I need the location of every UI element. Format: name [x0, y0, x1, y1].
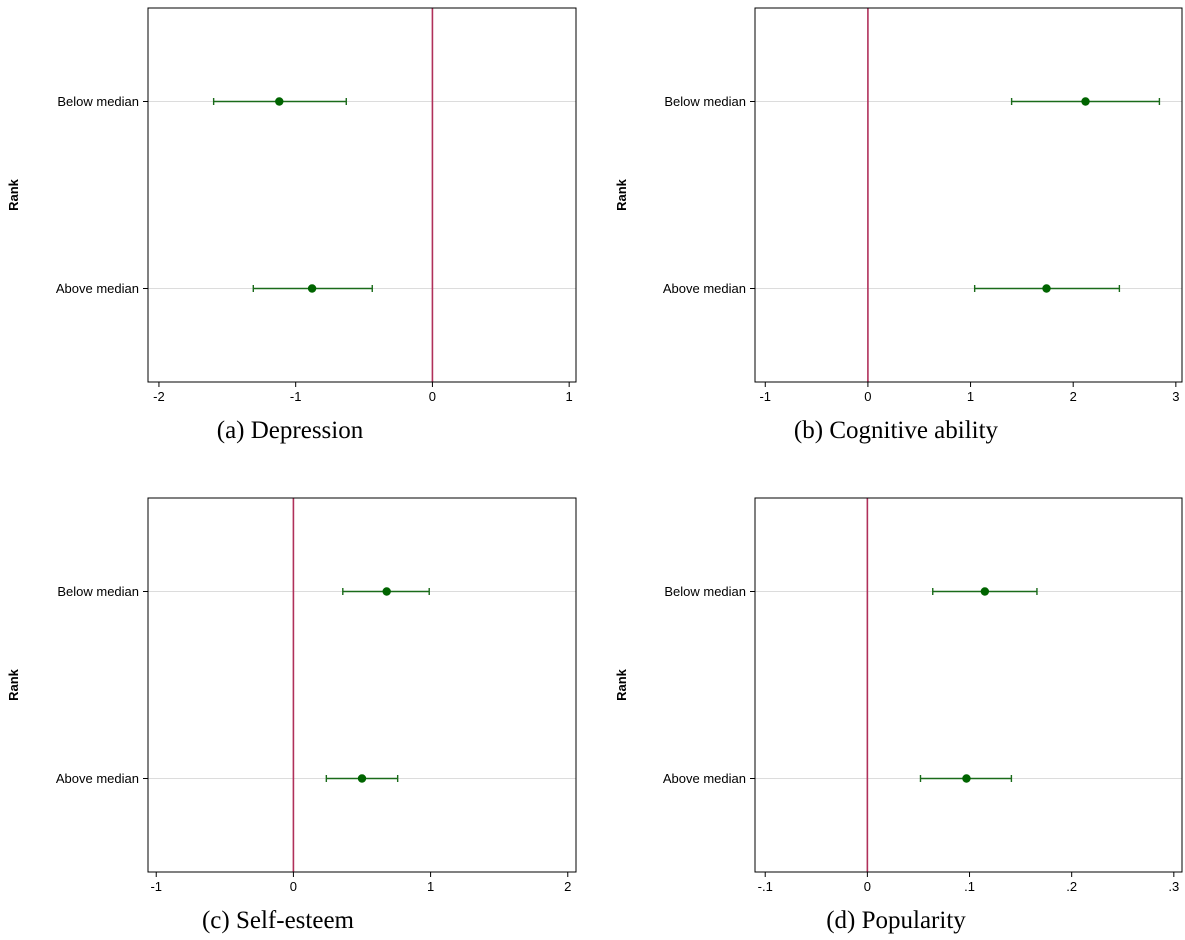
panel-1: Below median Above median -2 -1 0 1 Rank (a) De…: [6, 7, 577, 444]
y-category-label: Above median: [663, 281, 746, 296]
x-tick-label: 1: [967, 389, 974, 404]
x-tick-label: 0: [864, 879, 871, 894]
x-tick-label: 2: [1070, 389, 1077, 404]
panel-caption: (a) Depression: [217, 417, 364, 444]
panel-caption: (c) Self-esteem: [202, 907, 355, 934]
x-tick-label: 2: [564, 879, 571, 894]
point-estimate: [1042, 284, 1051, 293]
y-axis-title: Rank: [6, 668, 21, 701]
point-estimate: [980, 587, 990, 596]
panel-3: Below median Above median -1 0 1 2 Rank (c) Sel…: [6, 497, 577, 934]
x-tick-label: .2: [1066, 879, 1077, 894]
point-estimate: [1081, 97, 1090, 106]
x-tick-label: -2: [153, 389, 165, 404]
y-category-label: Below median: [664, 584, 746, 599]
point-estimate: [275, 97, 284, 106]
point-estimate: [382, 587, 391, 596]
panel-caption: (b) Cognitive ability: [794, 417, 999, 444]
point-estimate: [307, 284, 317, 293]
y-category-label: Below median: [57, 94, 139, 109]
y-category-label: Above median: [56, 281, 139, 296]
y-axis-title: Rank: [6, 178, 21, 211]
panel-caption: (d) Popularity: [826, 907, 966, 934]
y-axis-title: Rank: [614, 668, 629, 701]
plot-frame: [147, 7, 577, 383]
plot-frame: [147, 497, 577, 873]
y-category-label: Below median: [664, 94, 746, 109]
x-tick-label: 0: [864, 389, 871, 404]
y-category-label: Above median: [663, 771, 746, 786]
plot-frame: [754, 497, 1183, 873]
x-tick-label: -.1: [758, 879, 773, 894]
y-category-label: Above median: [56, 771, 139, 786]
x-tick-label: 1: [427, 879, 434, 894]
x-tick-label: -1: [150, 879, 162, 894]
plot-frame: [754, 7, 1183, 383]
x-tick-label: 1: [566, 389, 573, 404]
panel-4: Below median Above median -.1 0 .1 .2 .3 Rank (d…: [614, 497, 1183, 934]
x-tick-label: .1: [964, 879, 975, 894]
x-tick-label: 0: [290, 879, 297, 894]
y-category-label: Below median: [57, 584, 139, 599]
panel-2: Below median Above median -1 0 1 2 3 Rank (b) Co…: [614, 7, 1183, 444]
x-tick-label: 0: [429, 389, 436, 404]
point-estimate: [357, 774, 367, 783]
x-tick-label: -1: [759, 389, 771, 404]
y-axis-title: Rank: [614, 178, 629, 211]
point-estimate: [962, 774, 971, 783]
x-tick-label: 3: [1172, 389, 1179, 404]
x-tick-label: .3: [1168, 879, 1179, 894]
x-tick-label: -1: [290, 389, 302, 404]
